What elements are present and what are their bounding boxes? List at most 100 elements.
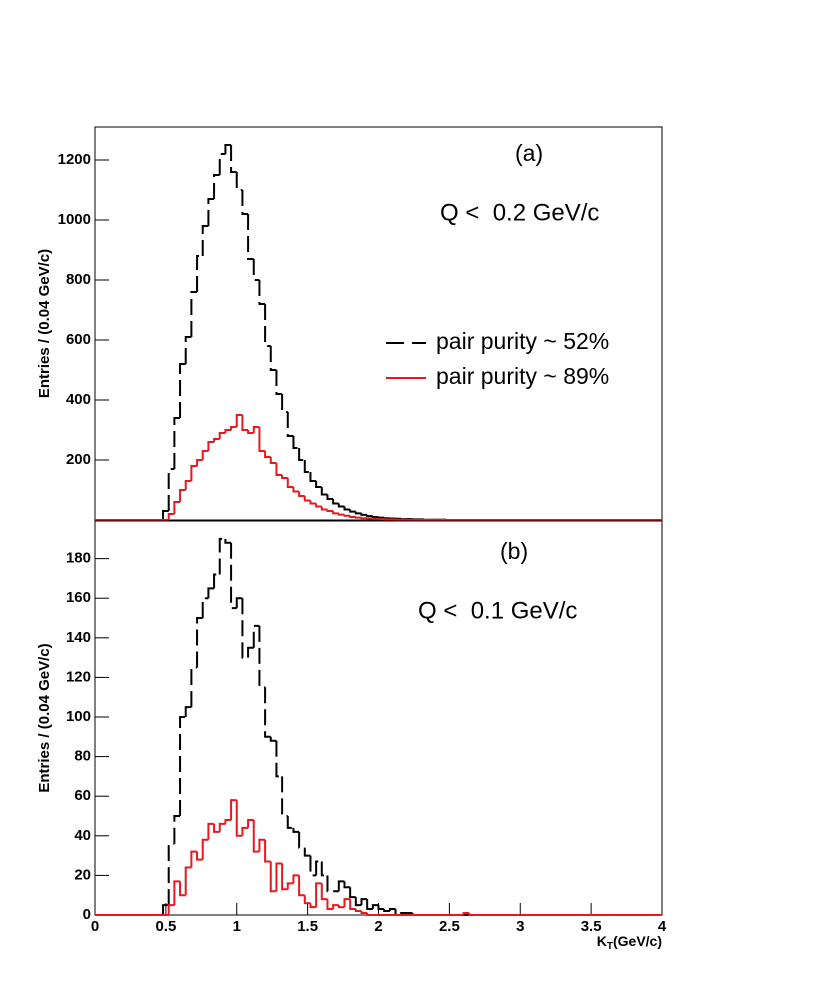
histogram-bin [213,573,220,589]
histogram-bin [360,911,368,915]
histogram-bin [190,850,198,868]
histogram-bin [292,487,300,493]
histogram-bin [309,903,317,909]
x-label-main: K [597,933,607,949]
histogram-bin [326,494,334,500]
y-axis-label: Entries / (0.04 GeV/c) [36,643,53,792]
histogram-bin [349,887,356,899]
y-tick-label: 180 [66,550,91,567]
y-tick-label: 1200 [58,151,91,168]
histogram-bin [366,514,373,518]
histogram-bin [309,500,317,505]
histogram-bin [247,818,254,828]
histogram-bin [383,909,390,913]
histogram-bin [167,468,175,511]
histogram-bin [247,646,254,658]
histogram-bin [360,517,368,520]
histogram-bin [196,459,203,466]
histogram-bin [303,460,311,473]
histogram-bin [303,496,311,502]
y-tick-label: 80 [74,748,91,765]
histogram-bin [258,625,266,689]
histogram-bin [167,904,175,915]
y-tick-label: 200 [66,451,91,468]
histogram-bin [252,819,260,853]
histogram-bin [388,908,396,912]
x-axis-label: KT(GeV/c) [597,933,662,952]
histogram-bin [371,516,379,518]
histogram-bin [179,881,186,897]
histogram-bin [241,598,249,659]
y-tick-label: 600 [66,331,91,348]
histogram-bin [230,145,237,173]
histogram-bin [179,363,186,418]
histogram-bin [224,429,232,433]
histogram-bin [218,822,226,832]
histogram-bin [162,904,169,915]
histogram-bin [252,426,260,433]
annotation: (a) [515,140,543,166]
histogram-bin [269,861,277,893]
histogram-bin [298,831,305,849]
histogram-bin [190,465,198,481]
x-tick-label: 1.5 [297,918,318,935]
histogram-bin [269,457,277,464]
histogram-bin [337,513,345,516]
histogram-bin [468,913,475,916]
histogram-bin [235,172,243,191]
histogram-bin [275,463,283,476]
x-tick-label: 4 [658,918,667,935]
histogram-bin [230,426,237,430]
histogram-bin [320,861,328,877]
histogram-bin [360,898,368,906]
histogram-bin [264,451,271,458]
histogram-bin [315,481,322,488]
histogram-bin [196,255,203,292]
histogram-bin [218,153,226,175]
histogram-bin [354,897,362,907]
histogram-bin [190,666,198,708]
histogram-bin [371,904,379,910]
histogram-bin [258,280,266,305]
histogram-bin [298,875,305,897]
histogram-bin [366,899,373,911]
x-label-rest: (GeV/c) [613,933,662,949]
histogram-bin [213,174,220,199]
histogram-bin [207,822,215,840]
x-tick-label: 1 [233,918,241,935]
histogram-bin [315,882,322,908]
x-label-sub: T [607,941,613,952]
x-tick-label: 0 [91,918,99,935]
histogram-bin [332,904,339,910]
histogram-bin [224,538,232,544]
histogram-bin [207,198,215,226]
histogram-bin [218,432,226,439]
histogram-bin [184,336,192,364]
legend-label: pair purity ~ 52% [436,328,609,354]
x-tick-label: 2.5 [439,918,460,935]
histogram-bin [320,506,328,511]
histogram-bin [349,899,356,911]
histogram-bin [173,417,181,469]
histogram-bin [190,291,198,337]
x-tick-label: 0.5 [155,918,176,935]
y-tick-label: 400 [66,391,91,408]
histogram-bin [360,513,368,516]
histogram-bin [315,503,322,508]
histogram-bin [281,394,288,413]
histogram-bin [343,506,351,511]
histogram-bin [179,716,186,817]
plot-frame [94,126,663,521]
histogram-bin [337,503,345,508]
histogram-bin [241,415,249,431]
y-tick-label: 120 [66,668,91,685]
histogram-bin [230,542,237,610]
histogram-bin [383,517,390,520]
histogram-bin [303,895,311,905]
histogram-bin [213,438,220,442]
histogram-bin [218,537,226,575]
histogram-bin [162,510,169,520]
histogram-bin [247,214,254,260]
histogram-bin [184,866,192,896]
